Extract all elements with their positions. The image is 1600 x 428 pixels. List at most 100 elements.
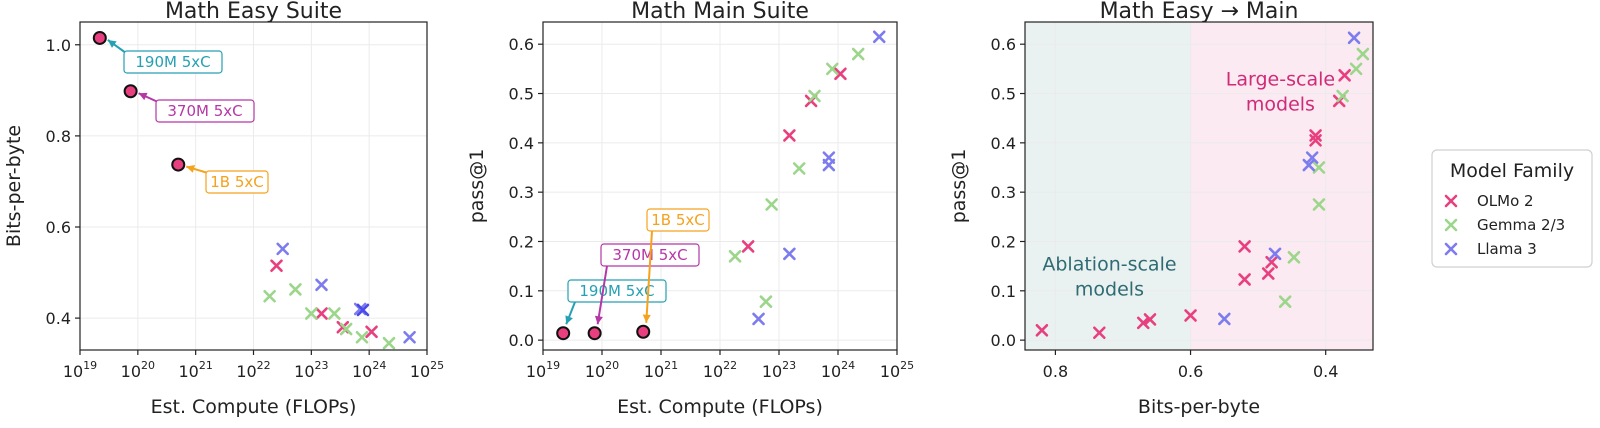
data-point-olmo (1093, 326, 1106, 340)
data-point-gemma (339, 322, 353, 336)
data-point-olmo (1261, 267, 1275, 280)
highlight-marker (92, 30, 107, 45)
x-tick-label: 1019 (526, 359, 560, 381)
data-point-gemma (728, 249, 742, 263)
y-axis-label: Bits-per-byte (3, 125, 25, 247)
y-tick-label: 0.1 (509, 282, 534, 301)
data-point-gemma (355, 330, 369, 344)
data-point-llama (1218, 312, 1231, 326)
region-bg-1 (1025, 22, 1191, 350)
x-tick-label: 1020 (121, 359, 155, 381)
x-tick-label: 1021 (644, 359, 678, 381)
legend-item: Llama 3 (1444, 240, 1537, 258)
x-tick-label: 1021 (178, 359, 212, 381)
data-point-olmo (783, 129, 796, 142)
data-point-olmo (315, 307, 328, 320)
x-tick-label: 1025 (410, 359, 444, 381)
data-point-gemma (289, 283, 302, 296)
y-tick-label: 0.2 (991, 232, 1016, 251)
legend-marker-icon (1444, 242, 1458, 256)
chart-title: Math Easy → Main (1100, 0, 1299, 24)
y-tick-label: 0.8 (46, 127, 71, 146)
annotation-box (646, 208, 710, 232)
region-label: models (1075, 278, 1144, 300)
y-tick-label: 0.0 (509, 331, 534, 350)
x-tick-label: 1024 (821, 359, 855, 381)
x-tick-label: 0.4 (1313, 362, 1338, 381)
data-point-gemma (759, 295, 773, 308)
x-tick-label: 0.6 (1178, 362, 1203, 381)
grid (543, 22, 897, 350)
data-point-gemma (305, 307, 318, 320)
highlight-marker (171, 157, 186, 172)
x-axis-label: Est. Compute (FLOPs) (151, 396, 357, 418)
x-tick-label: 1023 (762, 359, 796, 381)
y-tick-label: 0.6 (46, 218, 71, 237)
data-point-olmo (270, 259, 283, 273)
y-tick-label: 0.4 (46, 309, 71, 328)
data-point-olmo (741, 240, 755, 253)
legend-title: Model Family (1450, 160, 1574, 182)
chart-panel-2: 1019 1020 1021 1022 1023 1024 1025 0.0 0.1 0.2 0.3… (466, 0, 914, 418)
data-point-llama (403, 330, 416, 344)
data-point-llama (1305, 151, 1319, 164)
data-point-olmo (1035, 323, 1049, 337)
data-point-llama (872, 30, 886, 44)
data-point-gemma (792, 162, 806, 175)
highlight-marker (556, 326, 571, 341)
y-tick-label: 0.4 (509, 134, 534, 153)
data-point-olmo (1238, 240, 1251, 253)
x-axis-label: Est. Compute (FLOPs) (617, 396, 823, 418)
data-point-llama (315, 278, 328, 292)
annotation-box (205, 170, 269, 194)
highlight-marker (123, 84, 138, 99)
data-point-gemma (1312, 161, 1326, 174)
annotation-arrow (565, 301, 576, 325)
x-tick-label: 1025 (880, 359, 914, 381)
plot-frame (1024, 21, 1374, 351)
x-tick-label: 1019 (63, 359, 97, 381)
annotation-arrow (185, 165, 209, 174)
data-point-llama (1302, 158, 1316, 172)
annotation-label: 1B 5xC (210, 173, 264, 191)
data-point-olmo (1184, 309, 1197, 322)
y-axis-label: pass@1 (948, 149, 970, 224)
x-axis-label: Bits-per-byte (1138, 396, 1260, 418)
data-point-llama (822, 151, 836, 164)
y-tick-label: 0.5 (991, 85, 1016, 104)
annotation-label: 190M 5xC (579, 282, 654, 300)
legend-item: OLMo 2 (1444, 192, 1534, 210)
y-tick-label: 0.3 (509, 183, 534, 202)
highlight-marker (587, 326, 602, 341)
x-tick-label: 1023 (294, 359, 328, 381)
legend-label: Llama 3 (1477, 240, 1537, 258)
x-tick-label: 1020 (585, 359, 619, 381)
legend-label: Gemma 2/3 (1477, 216, 1565, 234)
highlight-marker (636, 324, 651, 339)
annotation-label: 190M 5xC (135, 53, 210, 71)
y-axis-label: pass@1 (466, 149, 488, 224)
data-point-llama (276, 242, 290, 256)
x-tick-label: 0.8 (1043, 362, 1068, 381)
data-point-llama (783, 247, 796, 261)
data-point-gemma (825, 62, 839, 76)
data-point-olmo (1143, 313, 1157, 326)
annotation-box (155, 99, 255, 123)
y-tick-label: 0.1 (991, 282, 1016, 301)
y-tick-label: 0.0 (991, 331, 1016, 350)
y-tick-label: 0.6 (991, 35, 1016, 54)
x-tick-label: 1022 (236, 359, 270, 381)
legend-marker-icon (1444, 194, 1458, 208)
annotation-arrow (594, 265, 608, 325)
data-point-gemma (1278, 295, 1292, 308)
data-point-olmo (1338, 68, 1351, 82)
legend: Model Family OLMo 2 Gemma 2/3 Llama 3 (1431, 149, 1593, 268)
annotation-arrow (642, 230, 653, 323)
data-point-llama (356, 303, 370, 317)
annotation-label: 1B 5xC (651, 211, 705, 229)
data-point-olmo (1265, 255, 1278, 269)
annotation-arrow (107, 39, 127, 54)
y-tick-label: 1.0 (46, 36, 71, 55)
annotation-arrow (138, 92, 159, 103)
